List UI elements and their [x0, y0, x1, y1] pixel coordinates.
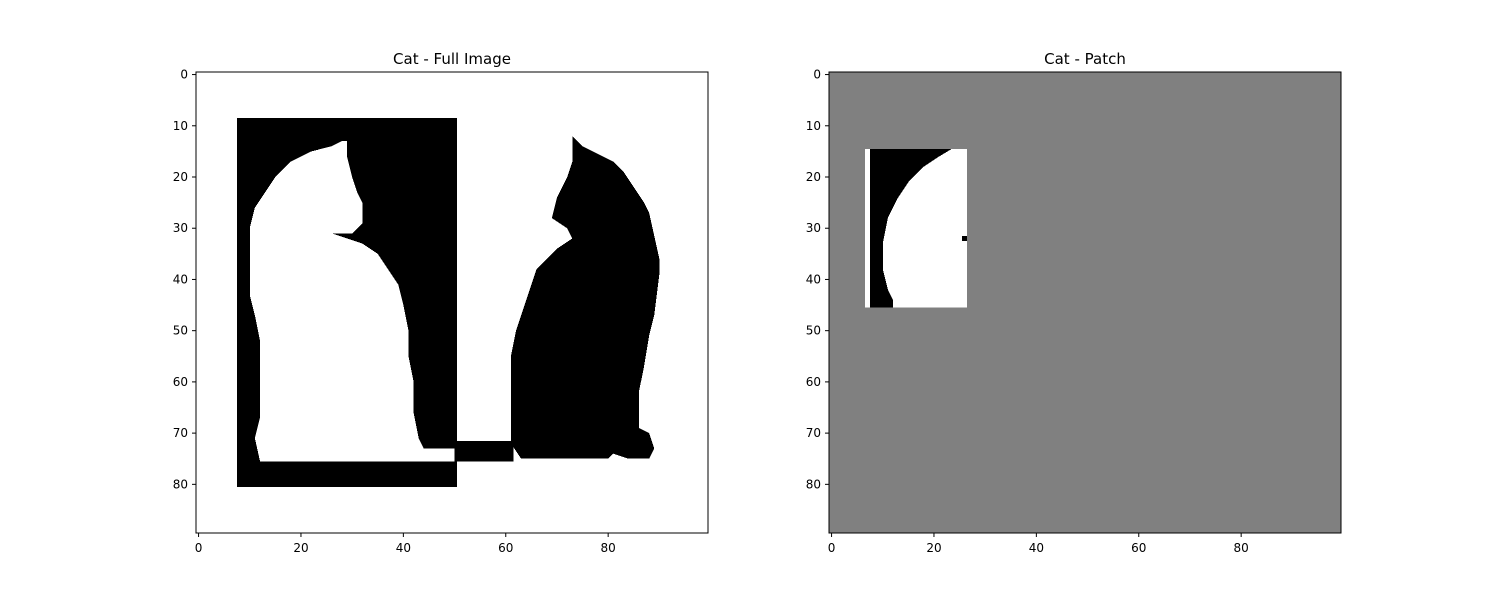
y-tick-label: 50	[173, 324, 188, 338]
right-axes: Cat - Patch 0 20 40 60 80 0 10 20 30 40 50 60 70 80	[806, 50, 1342, 555]
left-axes-frame	[195, 71, 709, 534]
right-axes-ticks: 0 20 40 60 80 0 10 20 30 40 50 60 70 80	[806, 68, 1249, 555]
pixel-region-black-1	[869, 148, 952, 308]
x-tick-label: 20	[926, 541, 941, 555]
left-image	[196, 72, 708, 533]
y-tick-label: 40	[806, 272, 821, 286]
pixel-region-black-2	[510, 136, 660, 459]
left-axes: Cat - Full Image 0 20 40 60 80 0 10 20 30 40 50 60 7…	[173, 50, 709, 555]
y-tick-label: 0	[180, 68, 188, 82]
pixel-region-black-3	[457, 440, 514, 462]
y-tick-label: 70	[173, 426, 188, 440]
x-tick-label: 0	[828, 541, 836, 555]
x-tick-label: 80	[1234, 541, 1249, 555]
y-tick-label: 60	[173, 375, 188, 389]
y-tick-label: 30	[806, 221, 821, 235]
y-tick-label: 20	[173, 170, 188, 184]
right-axes-frame	[828, 71, 1342, 534]
y-tick-label: 0	[813, 68, 821, 82]
y-tick-label: 10	[173, 119, 188, 133]
left-axes-title: Cat - Full Image	[393, 50, 511, 68]
right-axes-title: Cat - Patch	[1044, 50, 1126, 68]
pixel-region-white-1	[249, 141, 455, 462]
y-tick-label: 10	[806, 119, 821, 133]
y-tick-label: 60	[806, 375, 821, 389]
x-tick-label: 40	[396, 541, 411, 555]
y-tick-label: 70	[806, 426, 821, 440]
y-tick-label: 80	[173, 477, 188, 491]
x-tick-label: 80	[601, 541, 616, 555]
y-tick-label: 80	[806, 477, 821, 491]
y-tick-label: 30	[173, 221, 188, 235]
y-tick-label: 40	[173, 272, 188, 286]
y-tick-label: 50	[806, 324, 821, 338]
x-tick-label: 40	[1029, 541, 1044, 555]
x-tick-label: 60	[1131, 541, 1146, 555]
x-tick-label: 60	[498, 541, 513, 555]
right-image	[829, 72, 1341, 533]
left-axes-ticks: 0 20 40 60 80 0 10 20 30 40 50 60 70 80	[173, 68, 616, 555]
pixel-region-black-2	[962, 235, 968, 242]
x-tick-label: 0	[195, 541, 203, 555]
y-tick-label: 20	[806, 170, 821, 184]
x-tick-label: 20	[293, 541, 308, 555]
